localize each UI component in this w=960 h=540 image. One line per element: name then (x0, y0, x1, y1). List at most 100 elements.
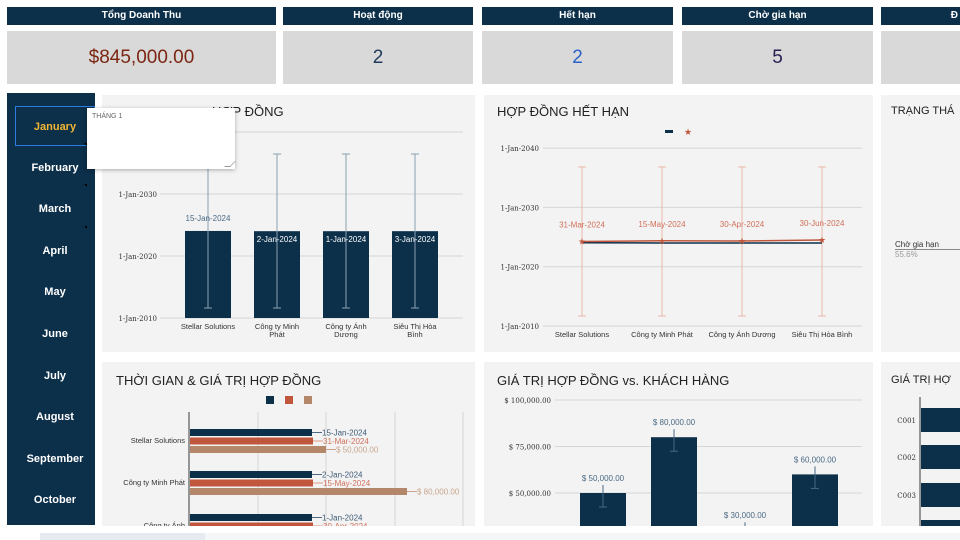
x-tick-label: Stellar Solutions (181, 322, 235, 331)
bar (921, 408, 960, 432)
data-label: $ 80,000.00 (417, 488, 460, 497)
y-tick-label: C003 (897, 492, 916, 500)
data-label: 15-May-2024 (323, 479, 371, 488)
x-tick-label: Dương (334, 330, 358, 339)
y-tick-label: $ 100,000.00 (504, 397, 551, 405)
month-item-august[interactable]: August (36, 411, 74, 424)
x-tick-label: Công ty Ánh (325, 322, 366, 331)
legend-dash-icon (665, 130, 673, 133)
bar (190, 488, 407, 495)
kpi-header-active: Hoạt động (283, 7, 473, 25)
data-label: $ 50,000.00 (336, 446, 379, 455)
kpi-value-pending: 5 (682, 31, 873, 84)
panel-title: THỜI GIAN & GIÁ TRỊ HỢP ĐỒNG (116, 373, 322, 388)
y-tick-label: 1-Jan-2030 (119, 191, 158, 199)
bar (190, 446, 326, 453)
x-tick-label: Công ty Minh (255, 322, 299, 331)
filter-marker-icon (84, 142, 87, 146)
filter-marker-icon (84, 225, 87, 229)
data-label: 31-Mar-2024 (559, 220, 605, 229)
bar (190, 471, 312, 478)
pie-percent: 55.6% (895, 250, 918, 259)
legend-swatch (285, 396, 293, 404)
bar (921, 445, 960, 469)
note-text: THÁNG 1 (92, 113, 123, 120)
data-label: 2-Jan-2024 (257, 235, 298, 244)
data-label: 1-Jan-2024 (326, 235, 367, 244)
month-item-april[interactable]: April (42, 244, 68, 257)
star-marker: ★ (818, 235, 826, 245)
y-tick-label: 1-Jan-2010 (501, 323, 540, 331)
month-slicer: January February March April May June July Augu… (7, 93, 95, 525)
data-label: 2-Jan-2024 (322, 471, 363, 480)
y-tick-label: $ 75,000.00 (509, 444, 551, 452)
x-tick-label: Công ty Minh Phát (631, 330, 694, 339)
kpi-header-other: Đ (881, 7, 960, 25)
kpi-header-expired: Hết hạn (482, 7, 673, 25)
pie-label: Chờ gia hạn (895, 240, 960, 250)
bar (190, 437, 313, 445)
month-item-october[interactable]: October (33, 494, 77, 507)
horizontal-scrollbar[interactable] (205, 533, 960, 540)
sheet-tab-strip[interactable] (40, 533, 205, 540)
filter-marker-icon (84, 184, 87, 188)
month-item-june[interactable]: June (42, 328, 68, 340)
x-tick-label: Phát (269, 330, 285, 339)
month-item-february[interactable]: February (31, 161, 79, 174)
panel-expiry: HỢP ĐỒNG HẾT HẠN (484, 95, 873, 352)
data-label: 3-Jan-2024 (395, 235, 436, 244)
series-line (581, 239, 823, 243)
x-tick-label: Bình (407, 330, 422, 339)
x-tick-label: Siêu Thị Hòa Bình (792, 330, 853, 339)
panel-title: GIÁ TRỊ HỢP ĐỒNG vs. KHÁCH HÀNG (497, 373, 730, 388)
data-label: 31-Mar-2024 (323, 437, 369, 446)
y-tick-label: C002 (897, 454, 916, 462)
panel-title: TRẠNG THÁ (891, 105, 955, 117)
kpi-value-expired: 2 (482, 31, 673, 84)
kpi-value-active: 2 (283, 31, 473, 84)
y-tick-label: Công ty Ánh (144, 521, 185, 530)
data-label: $ 50,000.00 (582, 474, 625, 483)
panel-title: GIÁ TRỊ HỢ (891, 374, 951, 386)
data-label: 15-Jan-2024 (186, 214, 231, 223)
bar (190, 429, 312, 436)
data-label: 1-Jan-2024 (322, 514, 363, 523)
resize-grip-icon[interactable] (224, 161, 236, 167)
y-tick-label: 1-Jan-2030 (501, 204, 540, 212)
month-item-may[interactable]: May (44, 286, 66, 299)
star-marker: ★ (578, 236, 586, 246)
panel-status: TRẠNG THÁ Chờ gia hạn 55.6% (881, 95, 960, 352)
data-label: 30-Jun-2024 (800, 219, 845, 228)
data-label: $ 30,000.00 (724, 511, 767, 520)
data-label: $ 80,000.00 (653, 418, 696, 427)
data-label: 15-Jan-2024 (322, 429, 367, 438)
kpi-value-revenue: $845,000.00 (7, 31, 276, 84)
month-item-july[interactable]: July (43, 369, 66, 382)
bar (651, 437, 697, 526)
data-label: 30-Apr-2024 (720, 220, 765, 229)
y-tick-label: 1-Jan-2010 (119, 315, 158, 323)
kpi-header-revenue: Tổng Doanh Thu (7, 7, 276, 25)
bar (190, 514, 312, 521)
bar (190, 479, 313, 487)
y-tick-label: 1-Jan-2020 (119, 253, 158, 261)
kpi-value-other (881, 31, 960, 84)
month-item-september[interactable]: September (26, 452, 84, 465)
x-tick-label: Công ty Ánh Dương (708, 330, 775, 339)
month-item-march[interactable]: March (38, 203, 72, 216)
y-tick-label: 1-Jan-2020 (501, 264, 540, 272)
data-label: 15-May-2024 (638, 220, 686, 229)
star-marker: ★ (658, 236, 666, 246)
y-tick-label: Công ty Minh Phát (123, 478, 186, 487)
x-tick-label: Stellar Solutions (555, 330, 609, 339)
legend-swatch (304, 396, 312, 404)
star-marker: ★ (738, 236, 746, 246)
legend-star-icon: ★ (684, 127, 692, 137)
bar (921, 520, 960, 526)
slicer-tooltip-note[interactable]: THÁNG 1 (87, 108, 236, 169)
data-label: $ 60,000.00 (794, 455, 837, 464)
y-tick-label: C001 (897, 417, 916, 425)
kpi-header-pending: Chờ gia hạn (682, 7, 873, 25)
legend-swatch (266, 396, 274, 404)
